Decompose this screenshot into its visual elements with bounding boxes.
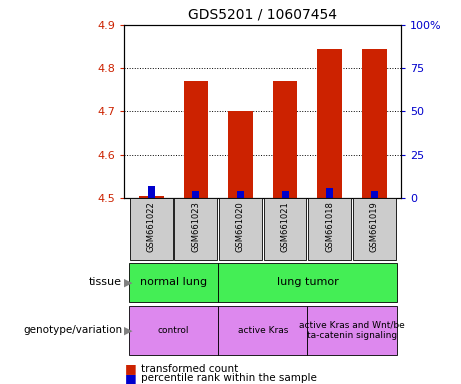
FancyBboxPatch shape	[353, 199, 396, 260]
FancyBboxPatch shape	[264, 199, 307, 260]
Bar	[148, 186, 155, 198]
Bar	[237, 191, 244, 198]
FancyBboxPatch shape	[219, 199, 262, 260]
Text: normal lung: normal lung	[140, 277, 207, 287]
Bar	[139, 195, 164, 198]
Text: ■: ■	[124, 372, 136, 384]
Text: GSM661023: GSM661023	[191, 201, 201, 252]
FancyBboxPatch shape	[218, 263, 396, 302]
FancyBboxPatch shape	[174, 199, 217, 260]
Text: GSM661020: GSM661020	[236, 201, 245, 252]
Text: percentile rank within the sample: percentile rank within the sample	[141, 373, 317, 383]
FancyBboxPatch shape	[307, 306, 396, 355]
FancyBboxPatch shape	[129, 306, 218, 355]
Bar	[273, 81, 297, 198]
Text: GSM661021: GSM661021	[281, 201, 290, 252]
FancyBboxPatch shape	[308, 199, 351, 260]
Bar	[362, 49, 387, 198]
Text: ▶: ▶	[124, 325, 132, 335]
Text: tissue: tissue	[89, 277, 122, 287]
Text: ■: ■	[124, 362, 136, 375]
Bar	[326, 188, 333, 198]
Bar	[183, 81, 208, 198]
Bar	[282, 191, 289, 198]
Title: GDS5201 / 10607454: GDS5201 / 10607454	[188, 7, 337, 21]
Text: GSM661022: GSM661022	[147, 201, 156, 252]
Bar	[371, 191, 378, 198]
Text: active Kras and Wnt/be
ta-catenin signaling: active Kras and Wnt/be ta-catenin signal…	[299, 321, 405, 340]
Text: control: control	[158, 326, 189, 335]
FancyBboxPatch shape	[130, 199, 173, 260]
Bar	[228, 111, 253, 198]
FancyBboxPatch shape	[218, 306, 307, 355]
Text: GSM661019: GSM661019	[370, 201, 379, 252]
Bar	[318, 49, 342, 198]
FancyBboxPatch shape	[129, 263, 218, 302]
Text: ▶: ▶	[124, 277, 132, 287]
Text: genotype/variation: genotype/variation	[23, 325, 122, 335]
Bar	[192, 191, 199, 198]
Text: lung tumor: lung tumor	[277, 277, 338, 287]
Text: transformed count: transformed count	[141, 364, 238, 374]
Text: active Kras: active Kras	[237, 326, 288, 335]
Text: GSM661018: GSM661018	[325, 201, 334, 252]
